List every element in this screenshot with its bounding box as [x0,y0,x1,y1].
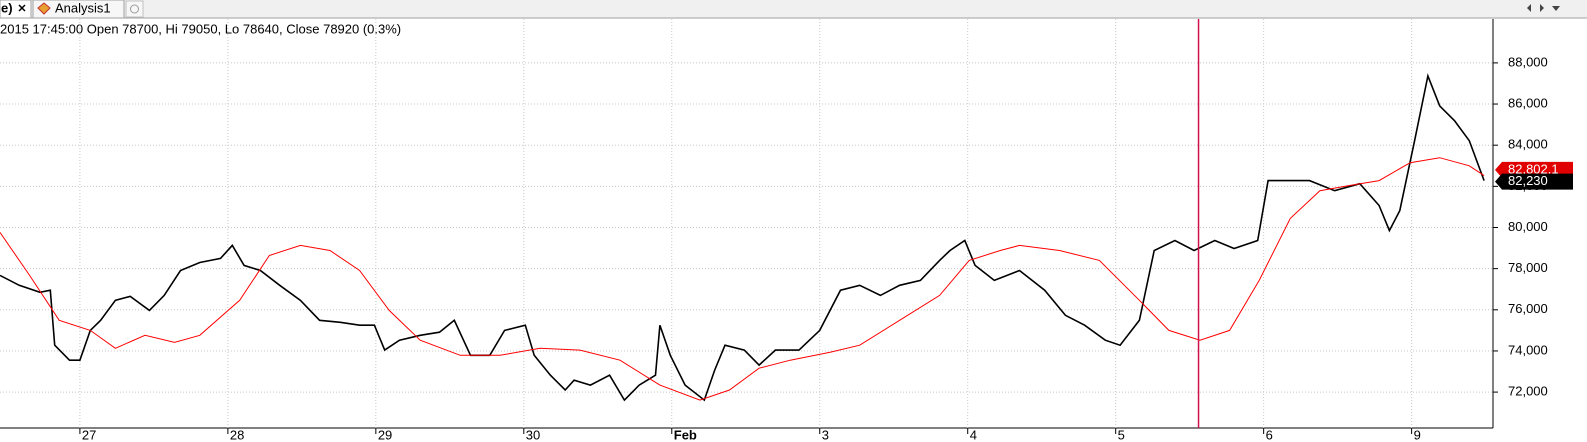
tab-label: e) [1,0,13,15]
info-line: 2015 17:45:00 Open 78700, Hi 79050, Lo 7… [0,21,401,36]
x-tick-label: 28 [230,427,244,442]
y-tick-label: 86,000 [1508,95,1548,110]
y-tick-label: 72,000 [1508,384,1548,399]
price-marker-label: 82,230 [1508,173,1548,188]
close-icon[interactable] [18,4,26,12]
new-tab[interactable] [125,0,144,18]
tab-bar [0,0,1587,18]
tab-scroll[interactable] [1527,4,1560,12]
x-tick-label: 5 [1118,427,1125,442]
price-marker [1495,173,1573,190]
y-tick-label: 84,000 [1508,137,1548,152]
price-marker-label: 82,802.1 [1508,161,1559,176]
tab-icon [37,2,51,15]
x-tick-label: 9 [1414,427,1421,442]
y-tick-label: 78,000 [1508,260,1548,275]
tab-label: Analysis1 [55,0,111,15]
y-tick-label: 76,000 [1508,301,1548,316]
y-axis-area [1493,19,1587,442]
tab[interactable] [0,0,32,19]
tab[interactable] [32,0,125,19]
y-tick-label: 74,000 [1508,342,1548,357]
y-tick-label: 80,000 [1508,219,1548,234]
price-line [0,157,1485,401]
x-tick-label: Feb [674,427,697,442]
x-tick-label: 6 [1266,427,1273,442]
x-tick-label: 30 [526,427,540,442]
new-tab-icon [130,4,139,14]
price-line [0,73,1485,402]
y-tick-label: 88,000 [1508,54,1548,69]
x-tick-label: 27 [82,427,96,442]
x-tick-label: 4 [970,427,977,442]
x-tick-label: 3 [822,427,829,442]
x-tick-label: 29 [378,427,392,442]
